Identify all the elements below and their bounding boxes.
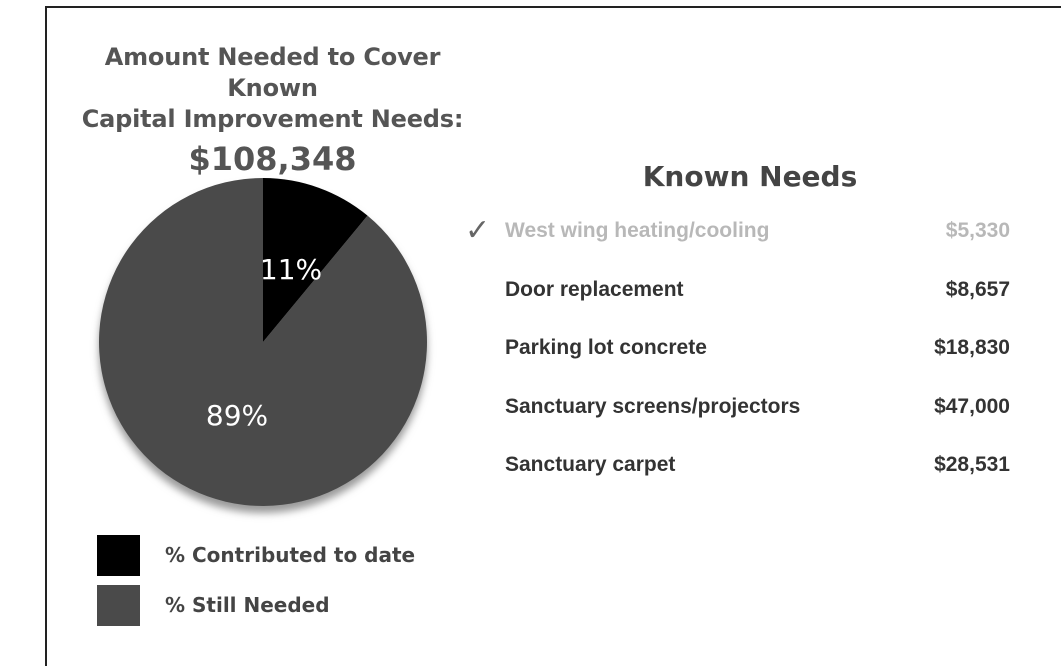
chart-frame: [45, 6, 1061, 666]
need-name: Door replacement: [505, 277, 684, 301]
pie-chart: 11% 89%: [98, 178, 427, 513]
legend-label-still-needed: % Still Needed: [165, 593, 330, 617]
known-needs-list: ✓ West wing heating/cooling $5,330 Door …: [465, 213, 1010, 510]
need-row: Sanctuary screens/projectors $47,000: [505, 393, 1010, 452]
need-name: Parking lot concrete: [505, 336, 707, 359]
check-icon: ✓: [465, 213, 491, 248]
need-row: ✓ West wing heating/cooling $5,330: [465, 213, 1010, 276]
need-amount: $47,000: [934, 394, 1010, 418]
title-line-2: Capital Improvement Needs:: [81, 105, 464, 133]
legend-label-contributed: % Contributed to date: [165, 543, 416, 567]
pie-label-still-needed: 89%: [206, 399, 268, 432]
need-row: Door replacement $8,657: [505, 276, 1010, 335]
pie-slice-still-needed: [98, 178, 427, 506]
legend-swatch-contributed: [97, 535, 140, 576]
need-name: Sanctuary carpet: [505, 453, 676, 476]
title-line-1: Amount Needed to Cover Known: [104, 43, 441, 102]
need-name: West wing heating/cooling: [505, 219, 770, 242]
need-amount: $8,657: [945, 277, 1010, 301]
total-amount: $108,348: [188, 140, 357, 178]
need-amount: $5,330: [945, 219, 1010, 242]
pie-slice-contributed: [263, 178, 368, 342]
need-row: Sanctuary carpet $28,531: [505, 451, 1010, 510]
need-amount: $28,531: [934, 453, 1010, 476]
need-row: Parking lot concrete $18,830: [505, 334, 1010, 393]
need-amount: $18,830: [934, 336, 1010, 359]
known-needs-heading: Known Needs: [642, 160, 858, 193]
pie-label-contributed: 11%: [260, 253, 322, 286]
legend-swatch-still-needed: [97, 585, 140, 626]
title-block: Amount Needed to Cover Known Capital Imp…: [60, 42, 485, 181]
need-name: Sanctuary screens/projectors: [505, 394, 801, 418]
